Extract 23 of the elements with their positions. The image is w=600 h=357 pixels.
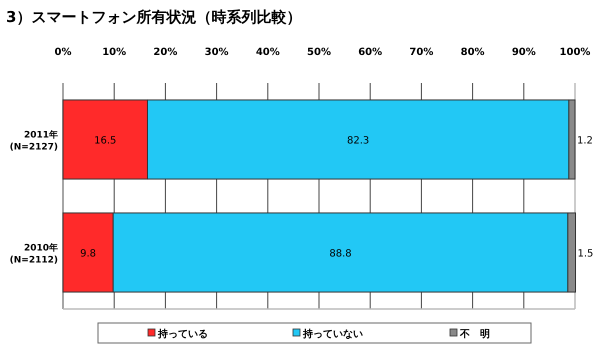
x-tick-label: 10% (102, 47, 126, 58)
x-tick-label: 30% (204, 47, 229, 58)
data-label: 16.5 (94, 136, 116, 146)
data-label: 9.8 (80, 248, 96, 260)
x-tick-label: 60% (358, 47, 382, 58)
x-tick-label: 0% (54, 47, 72, 58)
y-tick-label: 2011年 (N=2127) (10, 130, 58, 152)
data-label: 1.5 (578, 248, 594, 260)
legend-label: 持っていない (302, 328, 363, 340)
data-label: 82.3 (347, 136, 370, 146)
legend-label: 持っている (157, 328, 208, 340)
x-tick-label: 40% (256, 47, 280, 58)
x-tick-label: 80% (460, 47, 485, 58)
legend-label: 不 明 (459, 328, 490, 340)
data-label: 88.8 (329, 248, 352, 260)
data-label: 1.2 (577, 136, 593, 146)
x-tick-label: 100% (560, 47, 590, 58)
x-tick-label: 90% (512, 47, 536, 58)
x-tick-label: 20% (153, 47, 178, 58)
chart-title: 3）スマートフォン所有状況（時系列比較） (6, 8, 302, 26)
x-tick-label: 70% (409, 47, 434, 58)
x-tick-label: 50% (307, 47, 331, 58)
y-tick-label: 2010年 (N=2112) (10, 242, 58, 266)
